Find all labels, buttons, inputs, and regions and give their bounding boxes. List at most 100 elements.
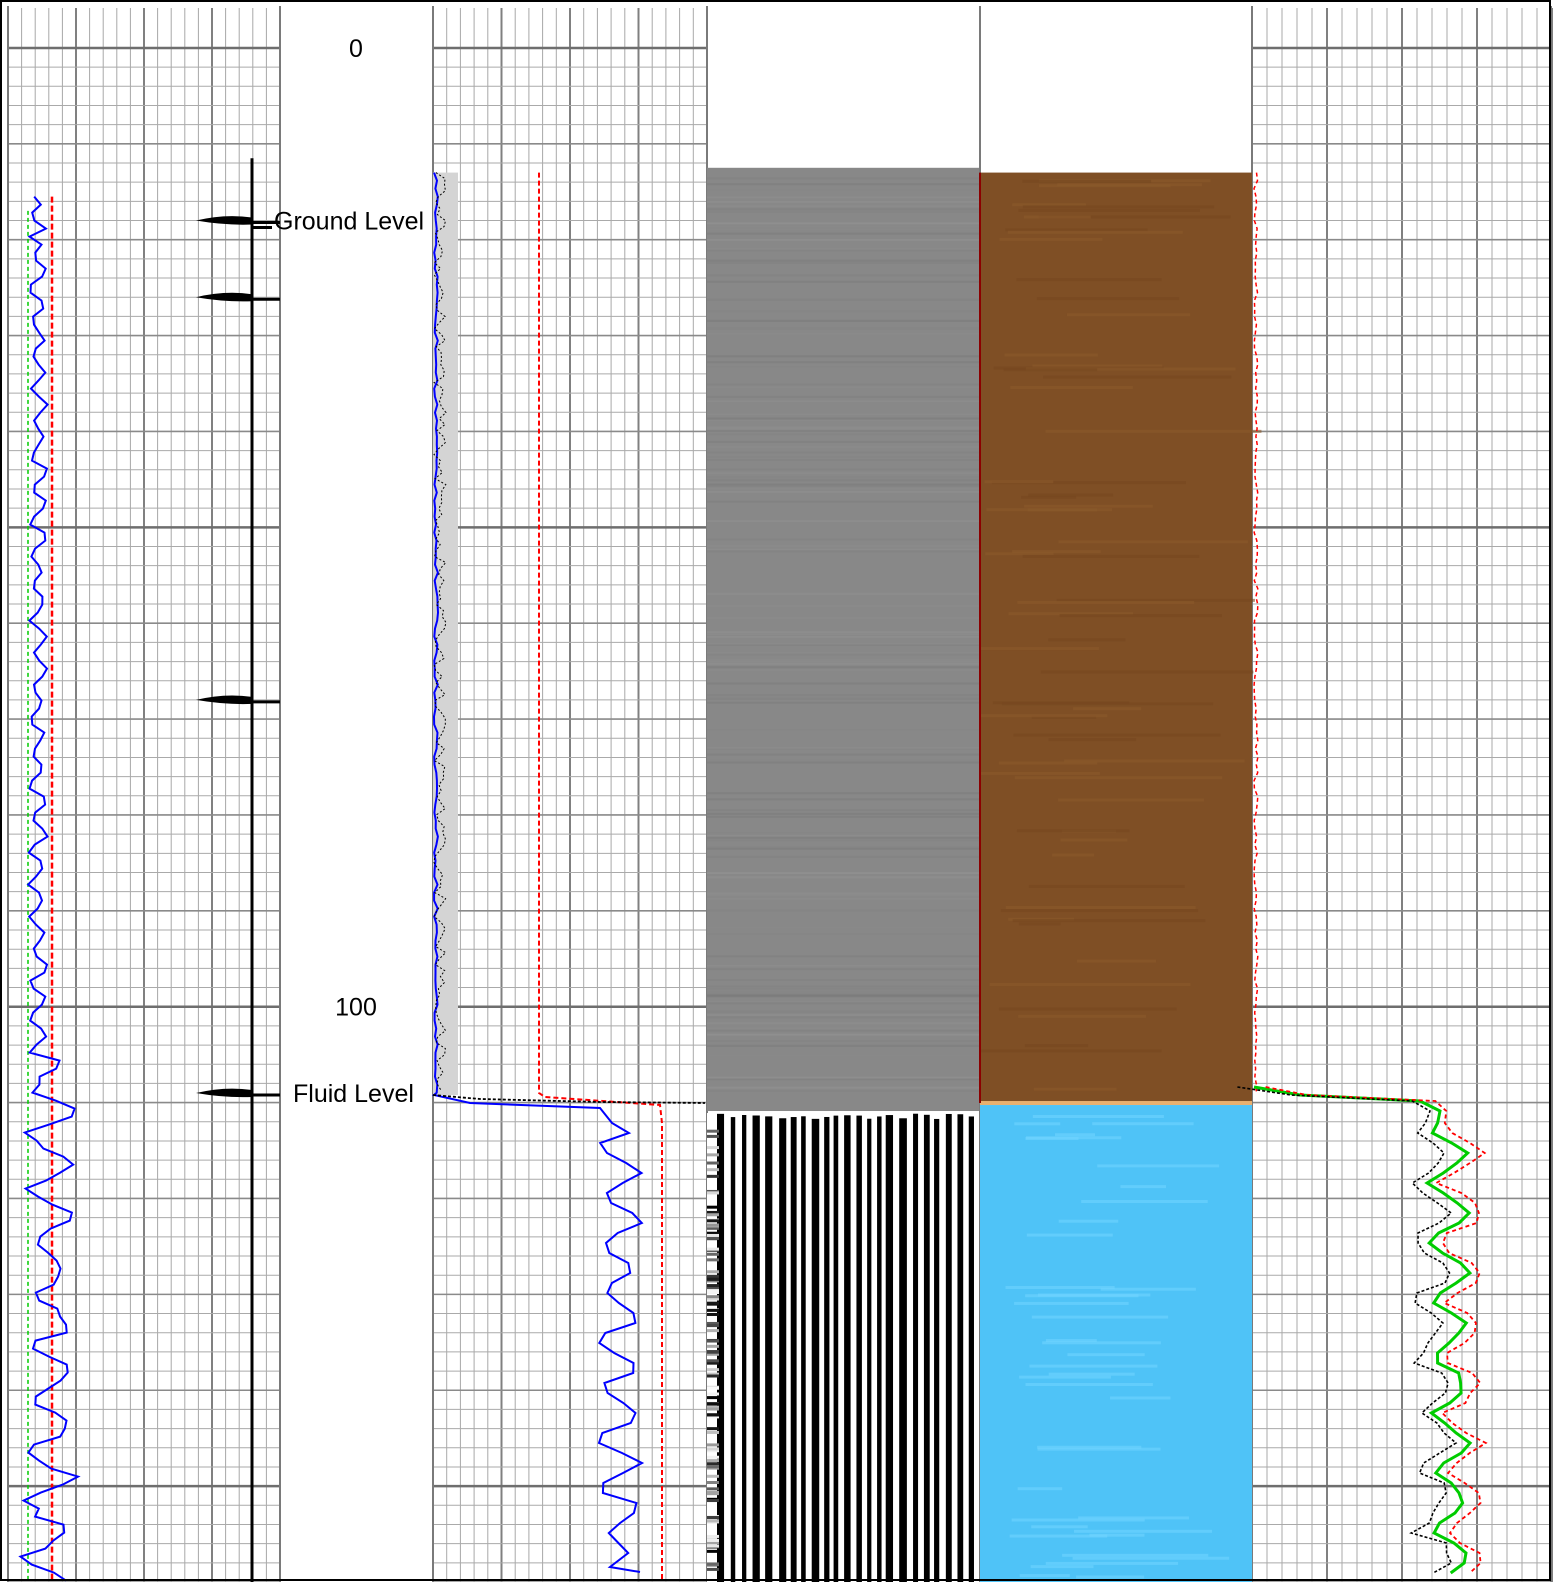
vdl-noise xyxy=(707,550,979,553)
image-brown-streak xyxy=(1005,905,1196,909)
vdl-edge-noise xyxy=(707,1427,719,1431)
vdl-stripe xyxy=(717,1113,725,1582)
image-brown-streak xyxy=(1028,493,1114,497)
image-blue-streak xyxy=(1074,1529,1213,1533)
vdl-edge-noise xyxy=(707,1413,719,1417)
collar-marker xyxy=(196,216,252,225)
vdl-noise xyxy=(707,520,979,523)
vdl-noise xyxy=(707,383,979,386)
image-brown-streak xyxy=(1033,1087,1117,1091)
image-blue-streak xyxy=(1014,1122,1061,1126)
vdl-noise xyxy=(707,897,979,900)
vdl-noise xyxy=(707,845,979,848)
image-blue-streak xyxy=(1054,1133,1095,1137)
image-brown-streak xyxy=(1036,297,1180,301)
vdl-gray-zone xyxy=(707,167,979,1112)
vdl-edge-noise xyxy=(707,1492,719,1496)
vdl-noise xyxy=(707,643,979,646)
vdl-stripe xyxy=(934,1118,940,1582)
vdl-noise xyxy=(707,761,979,764)
vdl-edge-noise xyxy=(707,1134,719,1138)
image-brown-streak xyxy=(1018,922,1061,926)
vdl-noise xyxy=(707,1076,979,1079)
collar-marker xyxy=(196,1088,252,1098)
track-grids xyxy=(7,6,1553,1582)
image-brown-streak xyxy=(1060,838,1128,842)
vdl-noise xyxy=(707,892,979,895)
vdl-noise xyxy=(707,430,979,433)
image-brown-streak xyxy=(1077,959,1157,963)
image-blue-streak xyxy=(1120,1185,1167,1189)
vdl-noise xyxy=(707,261,979,264)
vdl-noise xyxy=(707,758,979,761)
image-brown-streak xyxy=(1043,375,1232,379)
vdl-stripe xyxy=(730,1117,736,1582)
image-blue-streak xyxy=(1014,1301,1129,1305)
vdl-edge-noise xyxy=(707,1519,719,1523)
image-brown-zone xyxy=(980,172,1252,1104)
vdl-noise xyxy=(707,310,979,313)
vdl-edge-noise xyxy=(707,1297,719,1301)
image-tracks xyxy=(707,167,1262,1582)
vdl-noise xyxy=(707,459,979,462)
vdl-edge-noise xyxy=(707,1247,719,1251)
vdl-noise xyxy=(707,847,979,850)
vdl-noise xyxy=(707,427,979,430)
vdl-noise xyxy=(707,792,979,795)
image-blue-streak xyxy=(1100,1287,1196,1291)
vdl-edge-noise xyxy=(707,1350,719,1354)
vdl-noise xyxy=(707,538,979,541)
vdl-noise xyxy=(707,188,979,191)
vdl-edge-noise xyxy=(707,1481,719,1485)
image-blue-streak xyxy=(1032,1115,1164,1119)
vdl-noise xyxy=(707,205,979,208)
vdl-edge-noise xyxy=(707,1538,719,1542)
image-brown-streak xyxy=(1021,495,1077,499)
vdl-stripe xyxy=(856,1115,862,1582)
vdl-noise xyxy=(707,730,979,733)
image-blue-streak xyxy=(1019,1574,1070,1578)
vdl-noise xyxy=(707,1027,979,1030)
vdl-edge-noise xyxy=(707,1146,719,1150)
vdl-noise xyxy=(707,288,979,291)
track-2-black-curve xyxy=(432,1094,706,1104)
image-brown-streak xyxy=(1040,670,1254,674)
collar-marker xyxy=(196,695,252,705)
vdl-edge-noise xyxy=(707,1312,719,1316)
vdl-stripe xyxy=(779,1118,787,1582)
image-brown-streak xyxy=(1018,1014,1146,1018)
image-brown-streak xyxy=(1004,353,1098,357)
vdl-stripe xyxy=(790,1117,797,1582)
depth-labels: 0 100 Ground Level Fluid Level xyxy=(274,35,424,1108)
image-brown-streak xyxy=(1038,215,1231,219)
vdl-edge-noise xyxy=(707,1233,719,1237)
track-2-red-curve xyxy=(538,172,663,1582)
image-brown-streak xyxy=(1048,638,1126,642)
vdl-noise xyxy=(707,985,979,988)
vdl-noise xyxy=(707,812,979,815)
vdl-edge-noise xyxy=(707,1352,719,1356)
image-brown-streak xyxy=(980,771,1100,775)
vdl-edge-noise xyxy=(707,1361,719,1365)
vdl-noise xyxy=(707,642,979,645)
image-brown-streak xyxy=(1022,179,1152,183)
image-blue-streak xyxy=(1017,1487,1063,1491)
vdl-noise xyxy=(707,440,979,443)
vdl-noise xyxy=(707,183,979,186)
vdl-noise xyxy=(707,232,979,235)
image-brown-streak xyxy=(1024,1044,1089,1048)
vdl-noise xyxy=(707,815,979,818)
vdl-edge-noise xyxy=(707,1129,719,1133)
image-brown-streak xyxy=(1066,313,1191,317)
image-brown-streak xyxy=(1008,612,1134,616)
image-blue-streak xyxy=(1045,1339,1097,1343)
vdl-noise xyxy=(707,954,979,957)
vdl-edge-noise xyxy=(707,1291,719,1295)
vdl-noise xyxy=(707,228,979,231)
vdl-noise xyxy=(707,548,979,551)
image-blue-streak xyxy=(1025,1294,1139,1298)
image-brown-streak xyxy=(1007,230,1183,234)
vdl-noise xyxy=(707,208,979,211)
vdl-noise xyxy=(707,395,979,398)
